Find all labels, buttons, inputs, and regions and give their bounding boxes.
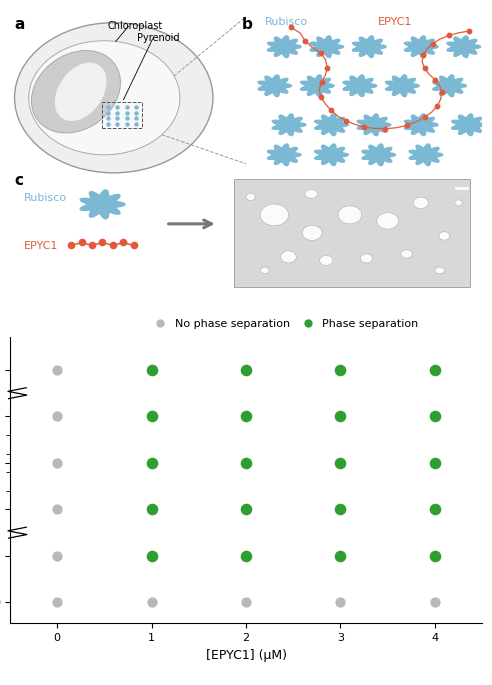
Point	[53, 551, 61, 562]
Text: Rubisco: Rubisco	[265, 16, 308, 27]
Point	[53, 504, 61, 515]
Polygon shape	[272, 114, 306, 136]
Point	[53, 597, 61, 608]
Ellipse shape	[413, 197, 429, 208]
Point	[431, 504, 439, 515]
Polygon shape	[310, 36, 343, 58]
Ellipse shape	[360, 254, 372, 263]
Ellipse shape	[246, 193, 255, 201]
Ellipse shape	[281, 251, 296, 263]
Ellipse shape	[261, 267, 269, 274]
Text: Chloroplast: Chloroplast	[107, 21, 163, 32]
Polygon shape	[452, 114, 485, 136]
Point	[337, 411, 344, 422]
Point	[53, 364, 61, 375]
Point	[148, 551, 155, 562]
X-axis label: [EPYC1] (μM): [EPYC1] (μM)	[206, 649, 286, 662]
Point	[431, 364, 439, 375]
Point	[431, 458, 439, 469]
Point	[242, 551, 250, 562]
Point	[242, 411, 250, 422]
Point	[148, 411, 155, 422]
Polygon shape	[433, 75, 466, 97]
Ellipse shape	[401, 250, 412, 258]
Text: b: b	[241, 16, 252, 32]
Polygon shape	[447, 36, 481, 58]
Point	[242, 504, 250, 515]
Polygon shape	[258, 75, 292, 97]
Point	[431, 411, 439, 422]
Text: EPYC1: EPYC1	[24, 241, 59, 251]
Legend: No phase separation, Phase separation: No phase separation, Phase separation	[145, 314, 423, 333]
Polygon shape	[80, 190, 125, 219]
Polygon shape	[409, 144, 443, 166]
Point	[148, 364, 155, 375]
Text: Rubisco: Rubisco	[24, 193, 67, 203]
Point	[337, 458, 344, 469]
Ellipse shape	[302, 225, 322, 240]
Ellipse shape	[320, 256, 333, 266]
Ellipse shape	[377, 212, 399, 229]
Polygon shape	[357, 114, 391, 136]
Point	[337, 597, 344, 608]
Text: c: c	[15, 173, 24, 188]
Ellipse shape	[31, 51, 121, 133]
Polygon shape	[352, 36, 386, 58]
Point	[53, 458, 61, 469]
Point	[431, 597, 439, 608]
Ellipse shape	[439, 232, 450, 240]
Ellipse shape	[260, 204, 288, 225]
Ellipse shape	[55, 62, 107, 121]
Point	[431, 551, 439, 562]
Ellipse shape	[305, 189, 317, 199]
Polygon shape	[315, 114, 348, 136]
Text: a: a	[15, 16, 25, 32]
Ellipse shape	[455, 200, 462, 206]
Polygon shape	[404, 114, 438, 136]
Bar	[102, 102, 142, 128]
Point	[337, 551, 344, 562]
Polygon shape	[343, 75, 377, 97]
Point	[242, 597, 250, 608]
Polygon shape	[268, 36, 301, 58]
Polygon shape	[315, 144, 348, 166]
Point	[337, 364, 344, 375]
Ellipse shape	[435, 267, 444, 274]
Point	[148, 504, 155, 515]
Polygon shape	[404, 36, 438, 58]
Polygon shape	[268, 144, 301, 166]
Ellipse shape	[29, 40, 180, 155]
Polygon shape	[386, 75, 419, 97]
Text: Pyrenoid: Pyrenoid	[137, 33, 180, 43]
Ellipse shape	[338, 206, 362, 224]
Point	[148, 458, 155, 469]
Point	[242, 364, 250, 375]
Point	[148, 597, 155, 608]
Text: EPYC1: EPYC1	[378, 16, 413, 27]
Ellipse shape	[15, 23, 213, 173]
Point	[337, 504, 344, 515]
Point	[53, 411, 61, 422]
Polygon shape	[362, 144, 396, 166]
Point	[242, 458, 250, 469]
Bar	[234, 179, 470, 287]
Polygon shape	[301, 75, 334, 97]
